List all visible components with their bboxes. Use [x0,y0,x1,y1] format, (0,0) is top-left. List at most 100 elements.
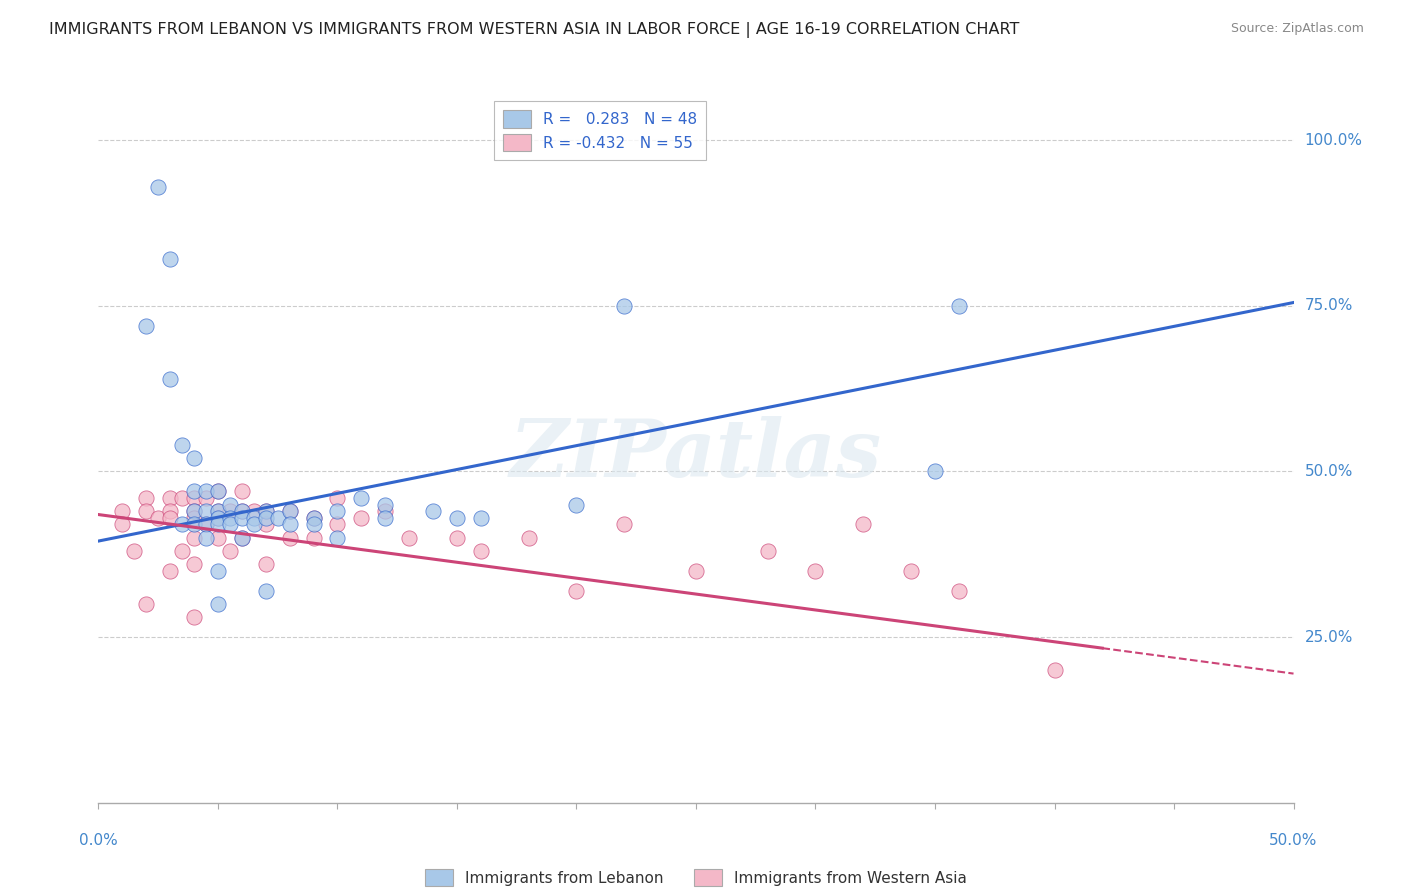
Text: Source: ZipAtlas.com: Source: ZipAtlas.com [1230,22,1364,36]
Point [231,484,253,499]
Point [183,491,205,505]
Point [254,511,277,525]
Point [302,511,325,525]
Point [446,511,468,525]
Point [159,491,181,505]
Point [172,517,194,532]
Point [243,511,266,525]
Text: IMMIGRANTS FROM LEBANON VS IMMIGRANTS FROM WESTERN ASIA IN LABOR FORCE | AGE 16-: IMMIGRANTS FROM LEBANON VS IMMIGRANTS FR… [49,22,1019,38]
Point [350,491,373,505]
Point [446,531,468,545]
Point [207,484,229,499]
Point [254,558,277,572]
Point [183,511,205,525]
Point [194,531,217,545]
Point [470,544,492,558]
Point [613,517,636,532]
Text: 25.0%: 25.0% [1305,630,1353,645]
Point [183,517,205,532]
Point [756,544,779,558]
Point [207,511,229,525]
Point [254,504,277,518]
Point [219,511,242,525]
Point [194,517,217,532]
Point [398,531,420,545]
Point [219,498,242,512]
Point [948,299,970,313]
Point [159,252,181,267]
Point [613,299,636,313]
Point [183,484,205,499]
Point [231,511,253,525]
Point [183,558,205,572]
Point [231,531,253,545]
Point [302,517,325,532]
Point [685,564,707,578]
Point [1043,663,1066,677]
Point [422,504,444,518]
Point [254,583,277,598]
Point [148,511,170,525]
Point [470,511,492,525]
Point [219,504,242,518]
Point [374,504,396,518]
Point [194,517,217,532]
Point [183,504,205,518]
Point [219,517,242,532]
Point [172,438,194,452]
Point [207,504,229,518]
Point [219,544,242,558]
Point [231,504,253,518]
Point [302,531,325,545]
Point [135,491,157,505]
Point [172,491,194,505]
Point [207,511,229,525]
Point [159,511,181,525]
Point [207,517,229,532]
Point [172,544,194,558]
Point [278,531,301,545]
Point [207,597,229,611]
Point [207,531,229,545]
Point [565,498,588,512]
Point [159,504,181,518]
Point [900,564,922,578]
Point [254,517,277,532]
Point [194,491,217,505]
Point [326,531,349,545]
Point [924,465,946,479]
Point [278,517,301,532]
Point [183,451,205,466]
Point [278,504,301,518]
Point [302,511,325,525]
Point [517,531,540,545]
Point [948,583,970,598]
Point [267,511,290,525]
Point [243,504,266,518]
Point [243,517,266,532]
Point [565,583,588,598]
Point [326,517,349,532]
Point [124,544,146,558]
Point [231,531,253,545]
Point [159,564,181,578]
Point [194,504,217,518]
Point [135,504,157,518]
Point [183,504,205,518]
Point [194,484,217,499]
Point [374,498,396,512]
Point [326,491,349,505]
Point [278,504,301,518]
Point [326,504,349,518]
Point [852,517,875,532]
Point [183,610,205,624]
Point [183,531,205,545]
Point [374,511,396,525]
Point [254,504,277,518]
Point [207,564,229,578]
Point [804,564,827,578]
Text: ZIPatlas: ZIPatlas [510,417,882,493]
Point [207,504,229,518]
Legend: Immigrants from Lebanon, Immigrants from Western Asia: Immigrants from Lebanon, Immigrants from… [419,863,973,892]
Point [135,597,157,611]
